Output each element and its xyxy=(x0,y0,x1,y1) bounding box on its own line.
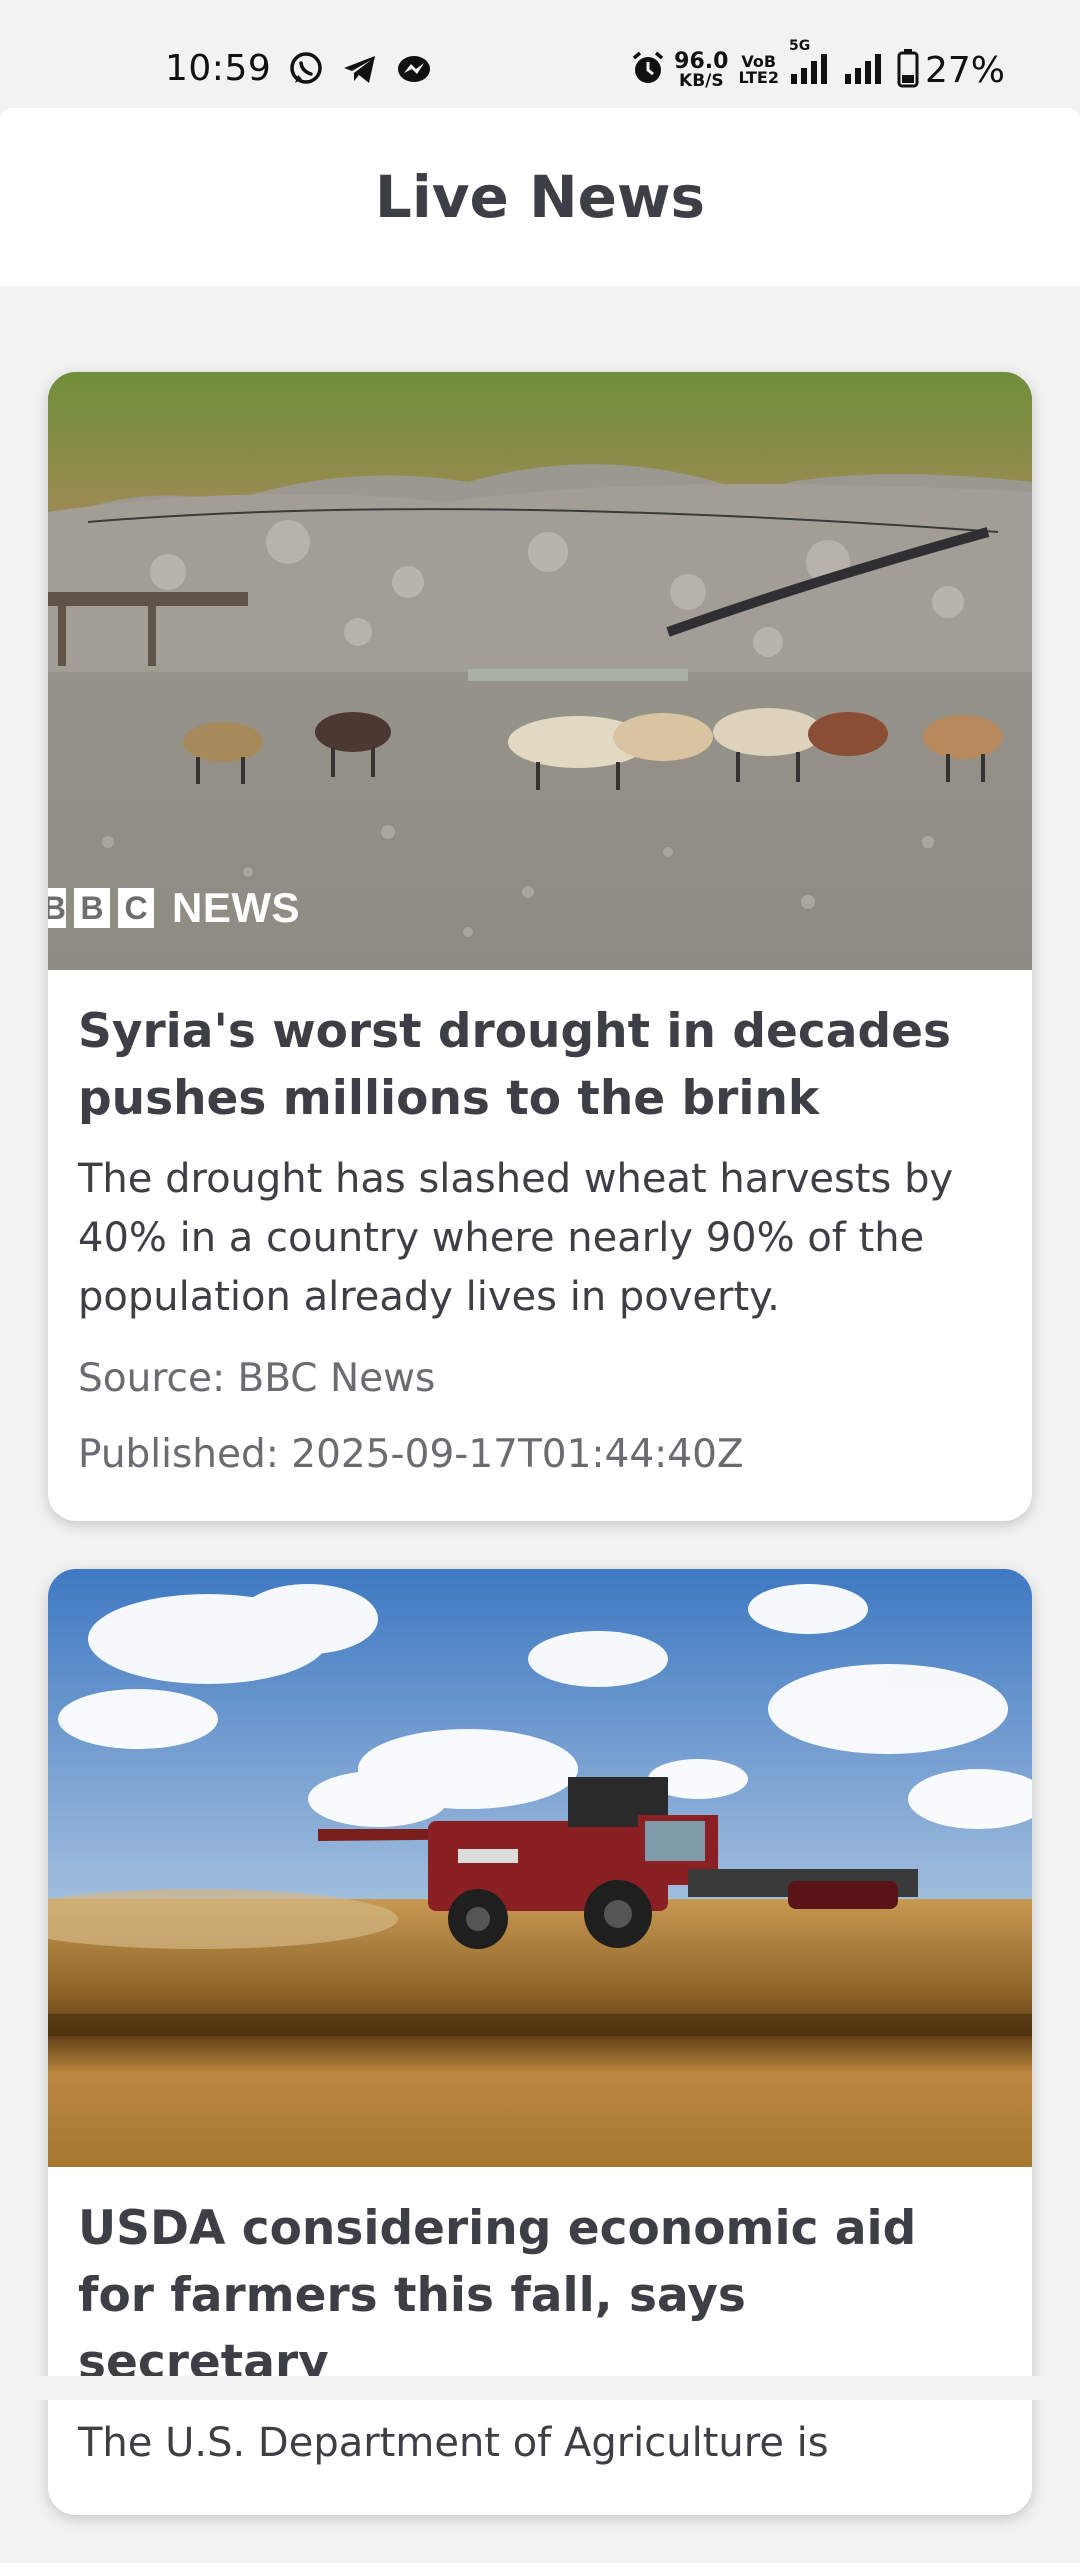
status-bar: 10:59 96.0 KB/S VoB LTE2 5G xyxy=(0,0,1080,108)
card-body: Syria's worst drought in decades pushes … xyxy=(48,970,1032,1521)
network-type: 5G xyxy=(788,38,811,54)
net-speed: 96.0 KB/S xyxy=(674,48,729,91)
card-body: USDA considering economic aid for farmer… xyxy=(48,2167,1032,2515)
article-image[interactable] xyxy=(48,1569,1032,2167)
article-published: Published: 2025-09-17T01:44:40Z xyxy=(78,1432,744,1477)
battery-percentage: 27% xyxy=(924,49,1005,91)
messenger-icon xyxy=(395,50,433,88)
news-card[interactable]: B B C NEWS Syria's worst drought in deca… xyxy=(48,372,1032,1521)
bbc-logo-news: NEWS xyxy=(172,884,300,931)
article-description: The U.S. Department of Agriculture is xyxy=(78,2420,829,2466)
signal-icon: 5G xyxy=(789,38,833,90)
bbc-news-logo: B B C NEWS xyxy=(48,884,300,932)
whatsapp-icon xyxy=(287,50,325,88)
article-source: Source: BBC News xyxy=(78,1356,436,1401)
bottom-gesture-area xyxy=(0,2376,1080,2400)
volte-bottom: LTE2 xyxy=(738,68,779,87)
bbc-logo-letter: B xyxy=(48,888,66,928)
app-bar: Live News xyxy=(0,108,1080,286)
article-title[interactable]: Syria's worst drought in decades pushes … xyxy=(78,1004,951,1126)
status-right: 96.0 KB/S VoB LTE2 5G 27% xyxy=(630,38,1005,92)
status-time: 10:59 xyxy=(165,48,272,89)
bbc-logo-letter: C xyxy=(118,888,154,928)
news-feed[interactable]: B B C NEWS Syria's worst drought in deca… xyxy=(48,372,1032,2563)
alarm-icon xyxy=(630,50,666,90)
page-title: Live News xyxy=(374,163,706,231)
article-image[interactable]: B B C NEWS xyxy=(48,372,1032,970)
telegram-icon xyxy=(341,50,379,88)
battery-icon xyxy=(897,48,919,92)
news-card[interactable]: USDA considering economic aid for farmer… xyxy=(48,1569,1032,2515)
volte-top: VoB xyxy=(741,52,777,71)
signal-icon xyxy=(843,50,887,90)
article-title[interactable]: USDA considering economic aid for farmer… xyxy=(78,2201,917,2390)
article-description: The drought has slashed wheat harvests b… xyxy=(78,1156,954,1320)
bbc-logo-letter: B xyxy=(74,888,110,928)
net-speed-value: 96.0 xyxy=(674,48,729,74)
net-speed-unit: KB/S xyxy=(679,70,724,91)
status-left: 10:59 xyxy=(165,48,433,89)
volte-indicator: VoB LTE2 xyxy=(738,54,779,86)
